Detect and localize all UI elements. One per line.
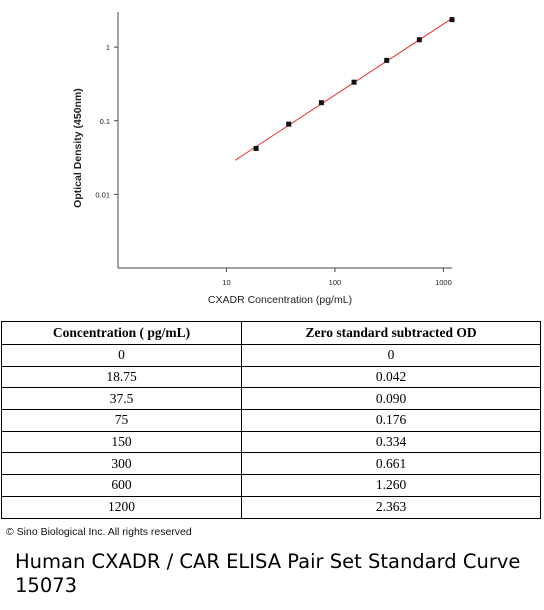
od-header: Zero standard subtracted OD [241,321,541,345]
od-cell: 0 [241,344,541,367]
data-point [253,145,259,151]
data-point [449,17,455,23]
copyright-notice: © Sino Biological Inc. All rights reserv… [6,526,192,538]
y-tick-label: 0.1 [100,117,110,126]
x-tick-label: 10 [222,278,230,287]
data-point [384,57,390,63]
concentration-cell: 0 [0,344,243,367]
concentration-cell: 600 [0,474,243,497]
x-axis-label: CXADR Concentration (pg/mL) [208,294,352,306]
data-point [286,121,292,127]
data-point [351,79,357,85]
od-cell: 0.176 [241,409,541,432]
y-tick-label: 0.01 [95,190,110,199]
table-row: 600 1.260 [0,474,541,497]
concentration-cell: 18.75 [0,365,243,389]
x-tick-label: 1000 [435,278,452,287]
table-row: 75 0.176 [0,409,541,432]
od-cell: 2.363 [241,495,541,519]
concentration-cell: 300 [0,452,243,476]
od-cell: 0.042 [241,365,541,389]
od-cell: 1.260 [241,474,541,497]
table-row: 1200 2.363 [0,495,541,519]
concentration-cell: 75 [0,409,243,432]
data-point [416,37,422,43]
od-cell: 0.661 [241,452,541,476]
y-axis-label: Optical Density (450nm) [72,88,84,208]
table-row: 150 0.334 [0,430,541,454]
table-row: 300 0.661 [0,452,541,476]
concentration-cell: 1200 [0,495,243,519]
concentration-header: Concentration ( pg/mL) [0,321,243,345]
fit-line [234,18,453,161]
concentration-cell: 150 [0,430,243,454]
od-cell: 0.090 [241,387,541,411]
concentration-cell: 37.5 [0,387,243,411]
standard-curve-chart: 0.01 0.1 1 10 100 1000 Optical Density (450n… [72,12,455,306]
table-row: 18.75 0.042 [0,365,541,389]
table-row: 37.5 0.090 [0,387,541,411]
x-tick-label: 100 [329,278,342,287]
table-header-row: Concentration ( pg/mL) Zero standard sub… [0,321,541,345]
figure-caption: Human CXADR / CAR ELISA Pair Set Standar… [15,550,521,597]
standard-values-table: Concentration ( pg/mL) Zero standard sub… [0,321,541,519]
data-point [318,100,324,106]
y-tick-label: 1 [106,43,110,52]
od-cell: 0.334 [241,430,541,454]
